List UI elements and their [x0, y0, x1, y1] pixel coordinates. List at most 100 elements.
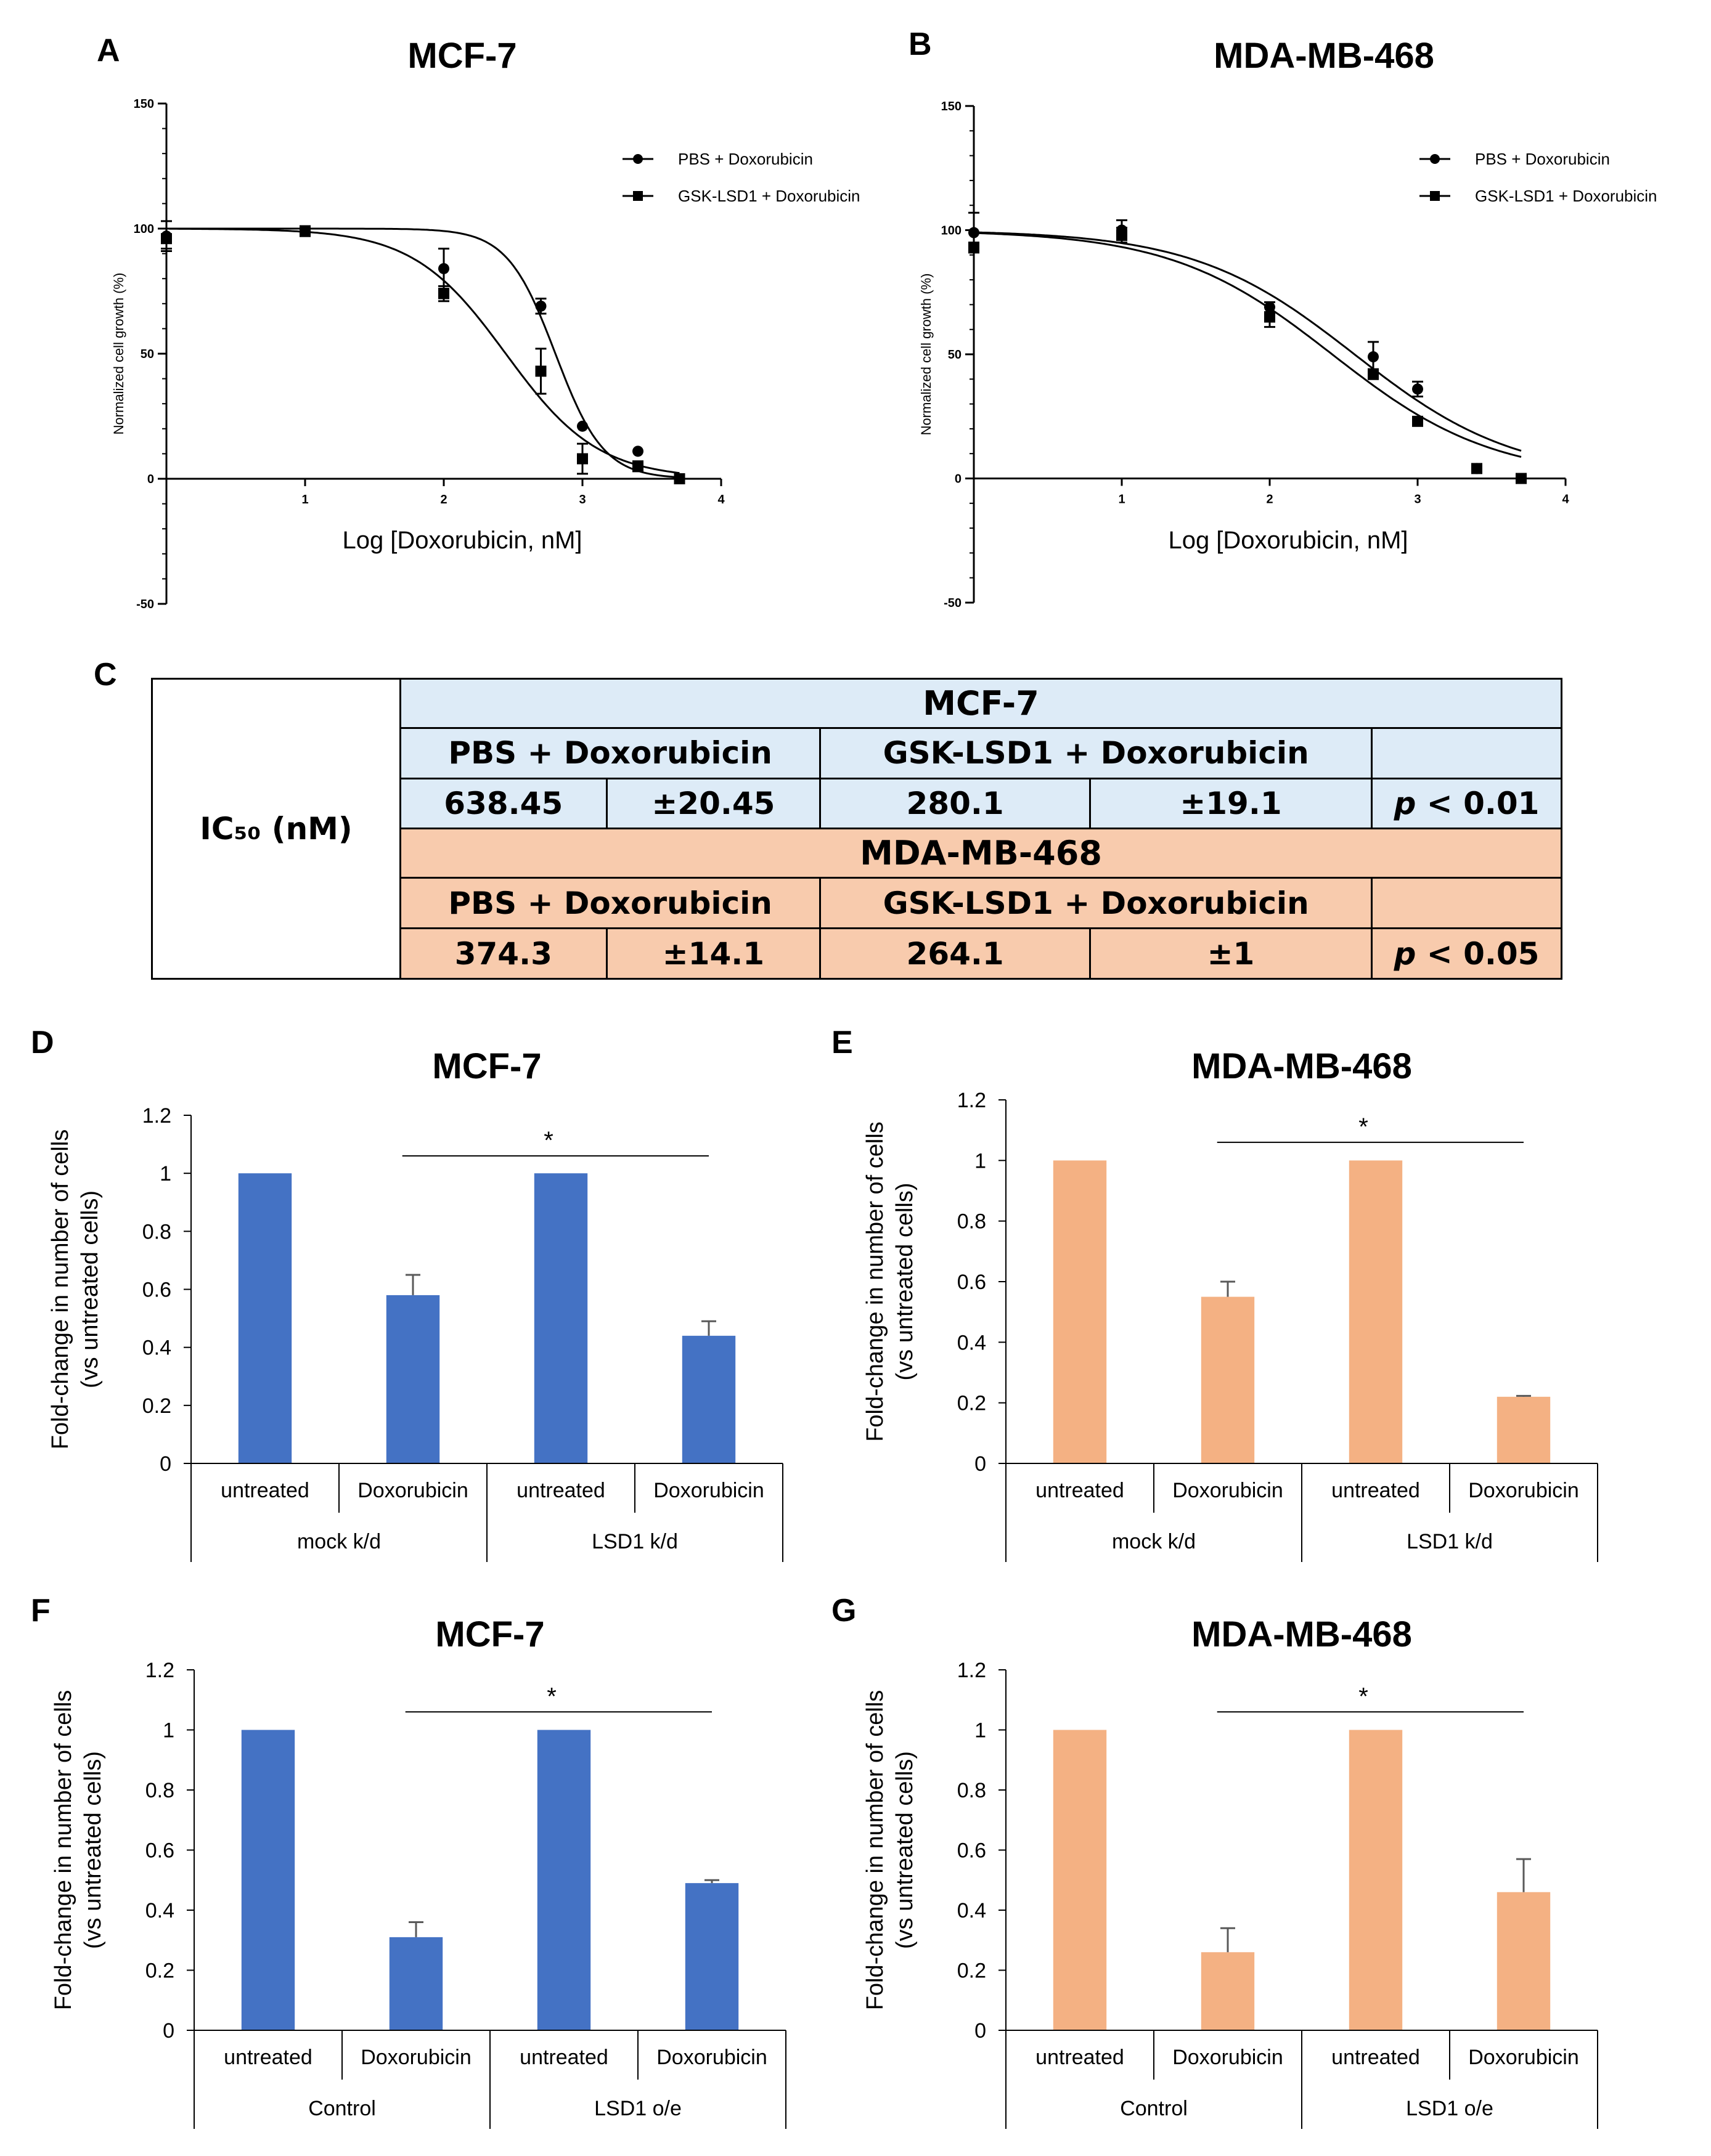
category-label: untreated [224, 2046, 312, 2069]
data-point-gsk [1368, 368, 1379, 380]
bar-2 [1349, 1730, 1403, 2030]
panel-label-e: E [831, 1025, 853, 1060]
category-label: Doxorubicin [653, 1479, 764, 1502]
y-tick-label: 0.8 [145, 1779, 174, 1802]
bar-3 [685, 1883, 739, 2030]
y-tick-label: 0.4 [957, 1331, 986, 1354]
mda-p-symbol: p [1394, 935, 1416, 972]
panel-label-f: F [31, 1593, 51, 1629]
y-tick-label: 0.8 [957, 1210, 986, 1234]
data-point-gsk [535, 365, 547, 377]
category-label: untreated [1331, 1479, 1420, 1502]
category-label: Doxorubicin [1468, 2046, 1579, 2069]
mda-p-value: p < 0.05 [1371, 927, 1562, 980]
mcf7-p-symbol: p [1394, 786, 1416, 822]
x-tick-label: 4 [1562, 493, 1569, 506]
y-tick-label: 0.4 [142, 1336, 171, 1360]
group-label: LSD1 o/e [594, 2097, 682, 2120]
data-point-pbs [438, 262, 449, 274]
y-tick-label: 50 [948, 348, 962, 362]
data-point-gsk [632, 460, 643, 472]
significance-marker: * [1358, 1113, 1368, 1141]
category-label: Doxorubicin [361, 2046, 472, 2069]
bar-2 [537, 1730, 591, 2030]
bar-2 [534, 1173, 588, 1463]
fit-curve-gsk [976, 232, 1522, 458]
group-label: mock k/d [1112, 1530, 1196, 1553]
y-tick-label: 0.8 [957, 1779, 986, 1802]
y-axis-label: Fold-change in number of cells [862, 1121, 888, 1442]
y-tick-label: 0.6 [957, 1839, 986, 1863]
mcf7-pbs-sd: ±20.45 [605, 777, 822, 830]
panel-label-b: B [909, 26, 932, 62]
chart-e-svg: MDA-MB-468 0 0.2 0.4 0.6 0.8 1 1.2 Fold-change i… [862, 1046, 1598, 1562]
y-tick-label: 0.6 [145, 1839, 174, 1863]
data-point-gsk [674, 473, 685, 484]
mda-p-threshold: < 0.05 [1416, 935, 1540, 972]
fit-curve-gsk [169, 227, 680, 474]
data-point-gsk [1264, 311, 1275, 323]
fit-curve-pbs [169, 227, 680, 479]
y-axis-label: Normalized cell growth (%) [918, 274, 934, 436]
data-point-pbs [577, 420, 588, 432]
y-tick-label: 0.2 [957, 1392, 986, 1415]
group-label: mock k/d [297, 1530, 381, 1553]
mda-pbs-sd: ±14.1 [605, 927, 822, 980]
y-tick-label: 1 [974, 1719, 986, 1743]
ic50-row-label: IC₅₀ (nM) [151, 678, 401, 980]
legend-marker-pbs [1430, 154, 1440, 164]
chart-a-svg: -50 0 50 100 150 1 2 3 4 MCF-7 Log [Doxorubicin, n… [111, 36, 860, 611]
chart-d-svg: MCF-7 0 0.2 0.4 0.6 0.8 1 1.2 Fold-change in num… [47, 1046, 783, 1562]
legend-marker-pbs [633, 154, 643, 164]
data-point-pbs [1412, 383, 1423, 395]
mcf7-table-title: MCF-7 [399, 678, 1562, 729]
y-tick-label: 0.4 [145, 1899, 174, 1922]
y-tick-label: 0.2 [142, 1394, 171, 1418]
bar-chart-g: MDA-MB-468 0 0.2 0.4 0.6 0.8 1 1.2 Fold-change i… [826, 1584, 1711, 2150]
category-label: Doxorubicin [1468, 1479, 1579, 1502]
bar-2 [1349, 1160, 1403, 1463]
fit-curve-pbs [976, 231, 1522, 452]
y-tick-label: 0 [147, 473, 154, 486]
y-tick-label: 1.2 [957, 1089, 986, 1112]
data-point-gsk [161, 233, 172, 245]
category-label: untreated [520, 2046, 608, 2069]
significance-marker: * [544, 1127, 553, 1154]
bar-chart-f: MCF-7 0 0.2 0.4 0.6 0.8 1 1.2 Fold-change in num… [0, 1584, 826, 2150]
mcf7-p-value: p < 0.01 [1371, 777, 1562, 830]
y-axis-label: (vs untreated cells) [80, 1751, 106, 1949]
y-tick-label: 0.2 [145, 1959, 174, 1983]
data-point-gsk [1412, 415, 1423, 427]
y-axis-label: Fold-change in number of cells [51, 1690, 76, 2011]
x-axis-label: Log [Doxorubicin, nM] [1168, 527, 1408, 554]
category-label: untreated [1035, 1479, 1124, 1502]
y-tick-label: 150 [941, 100, 962, 113]
x-tick-label: 1 [301, 493, 308, 506]
category-label: untreated [517, 1479, 605, 1502]
category-label: Doxorubicin [656, 2046, 767, 2069]
category-label: Doxorubicin [1172, 1479, 1283, 1502]
y-tick-label: 1 [160, 1162, 171, 1186]
category-label: untreated [1331, 2046, 1420, 2069]
bar-0 [238, 1173, 292, 1463]
chart-title: MCF-7 [432, 1046, 541, 1086]
data-point-gsk [577, 453, 588, 465]
y-tick-label: 50 [141, 348, 154, 361]
data-point-gsk [1471, 463, 1482, 474]
mda-gsk-value: 264.1 [819, 927, 1091, 980]
significance-marker: * [1358, 1683, 1368, 1710]
y-tick-label: 0.2 [957, 1959, 986, 1983]
category-label: Doxorubicin [1172, 2046, 1283, 2069]
data-point-gsk [968, 242, 979, 253]
chart-g-svg: MDA-MB-468 0 0.2 0.4 0.6 0.8 1 1.2 Fold-change i… [862, 1614, 1598, 2129]
mcf7-pbs-value: 638.45 [399, 777, 608, 830]
mda-table-title: MDA-MB-468 [399, 828, 1562, 879]
bar-3 [1497, 1396, 1551, 1463]
y-tick-label: 1.2 [142, 1104, 171, 1128]
bar-1 [1201, 1296, 1255, 1463]
y-tick-label: 1.2 [145, 1659, 174, 1682]
y-tick-label: 100 [941, 224, 962, 238]
bar-3 [682, 1335, 736, 1463]
y-axis-label: Normalized cell growth (%) [111, 273, 126, 435]
mcf7-gsk-value: 280.1 [819, 777, 1091, 830]
